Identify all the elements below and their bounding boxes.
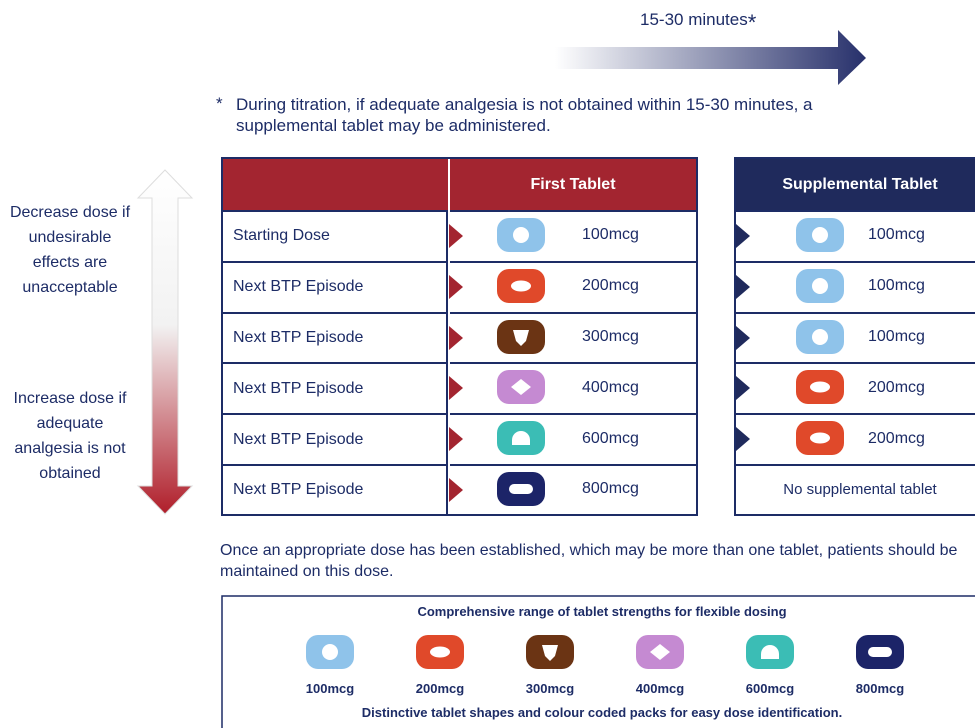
timing-mark: *: [747, 10, 757, 35]
row-label: Next BTP Episode: [223, 362, 448, 414]
tablet: [306, 635, 354, 669]
strength-label: 400mcg: [635, 680, 685, 696]
increase-text: Increase dose if adequate analgesia is n…: [13, 390, 127, 482]
supp-dose: 200mcg: [868, 429, 925, 447]
range-box: [221, 595, 975, 728]
range-title: Comprehensive range of tablet strengths …: [417, 604, 787, 619]
note: Once an appropriate dose has been establ…: [220, 542, 958, 580]
strength-label: 100mcg: [305, 680, 355, 696]
supp-table-border: [734, 157, 975, 516]
row-pointer: [449, 274, 463, 299]
header-blank: [223, 159, 448, 210]
first-dose: 200mcg: [582, 277, 639, 295]
row-supp-cell: [736, 210, 975, 261]
row-pointer: [449, 325, 463, 350]
row-supp-cell: [736, 413, 975, 464]
row-label: Next BTP Episode: [223, 464, 448, 515]
first-table-border: [221, 157, 698, 516]
row-pointer: [736, 376, 750, 401]
strength-label: 300mcg: [525, 680, 575, 696]
tablet: [796, 268, 844, 303]
timing: 15-30 minutes*: [640, 10, 756, 36]
row-pointer: [736, 325, 750, 350]
supp-dose: 100mcg: [868, 327, 925, 345]
row-pointer: [736, 274, 750, 299]
supp-dose: 100mcg: [868, 226, 925, 244]
row-label: Next BTP Episode: [223, 311, 448, 363]
row-pointer: [736, 224, 750, 248]
strength-label: 800mcg: [855, 680, 905, 696]
strength-label: 200mcg: [415, 680, 465, 696]
row-pointer: [736, 427, 750, 452]
row-pointer: [449, 224, 463, 248]
row-supp-cell: [736, 464, 975, 515]
tablet: [796, 218, 844, 252]
row-label: Next BTP Episode: [223, 260, 448, 312]
tablet: [497, 218, 545, 252]
supp-header: Supplemental Tablet: [736, 159, 975, 210]
decrease-text: Decrease dose if undesirable effects are…: [9, 204, 131, 296]
row-first-cell: [450, 210, 696, 261]
footnote-mark: *: [216, 94, 223, 113]
tablet: [796, 421, 844, 456]
row-first-cell: [450, 413, 696, 464]
row-pointer: [449, 376, 463, 401]
time-arrow: [555, 30, 866, 85]
tablet: [497, 472, 545, 506]
first-dose: 800mcg: [582, 480, 639, 498]
first-dose: 600mcg: [582, 429, 639, 447]
row-supp-cell: [736, 311, 975, 363]
tablet: [497, 370, 545, 405]
supp-none: No supplemental tablet: [783, 480, 937, 498]
row-label: Starting Dose: [223, 210, 448, 261]
row-supp-cell: [736, 260, 975, 312]
timing-label: 15-30 minutes: [640, 10, 748, 29]
tablet: [497, 268, 545, 303]
dose-arrow: [136, 169, 194, 515]
supp-dose: 200mcg: [868, 378, 925, 396]
tablet: [497, 421, 545, 456]
range-footer: Distinctive tablet shapes and colour cod…: [361, 705, 843, 720]
tablet: [746, 635, 794, 669]
tablet: [497, 319, 545, 354]
tablet: [796, 319, 844, 354]
row-first-cell: [450, 362, 696, 413]
first-dose: 100mcg: [582, 226, 639, 244]
row-first-cell: [450, 464, 696, 515]
row-first-cell: [450, 311, 696, 363]
tablet: [856, 635, 904, 669]
first-header: First Tablet: [450, 159, 696, 210]
supp-dose: 100mcg: [868, 277, 925, 295]
first-dose: 300mcg: [582, 327, 639, 345]
tablet: [636, 635, 684, 669]
first-dose: 400mcg: [582, 378, 639, 396]
row-label: Next BTP Episode: [223, 413, 448, 464]
footnote: During titration, if adequate analgesia …: [236, 95, 813, 135]
row-supp-cell: [736, 362, 975, 413]
strength-label: 600mcg: [745, 680, 795, 696]
tablet: [526, 635, 574, 669]
row-first-cell: [450, 260, 696, 312]
tablet: [796, 370, 844, 405]
row-pointer: [449, 427, 463, 452]
tablet: [416, 635, 464, 669]
row-pointer: [449, 478, 463, 502]
